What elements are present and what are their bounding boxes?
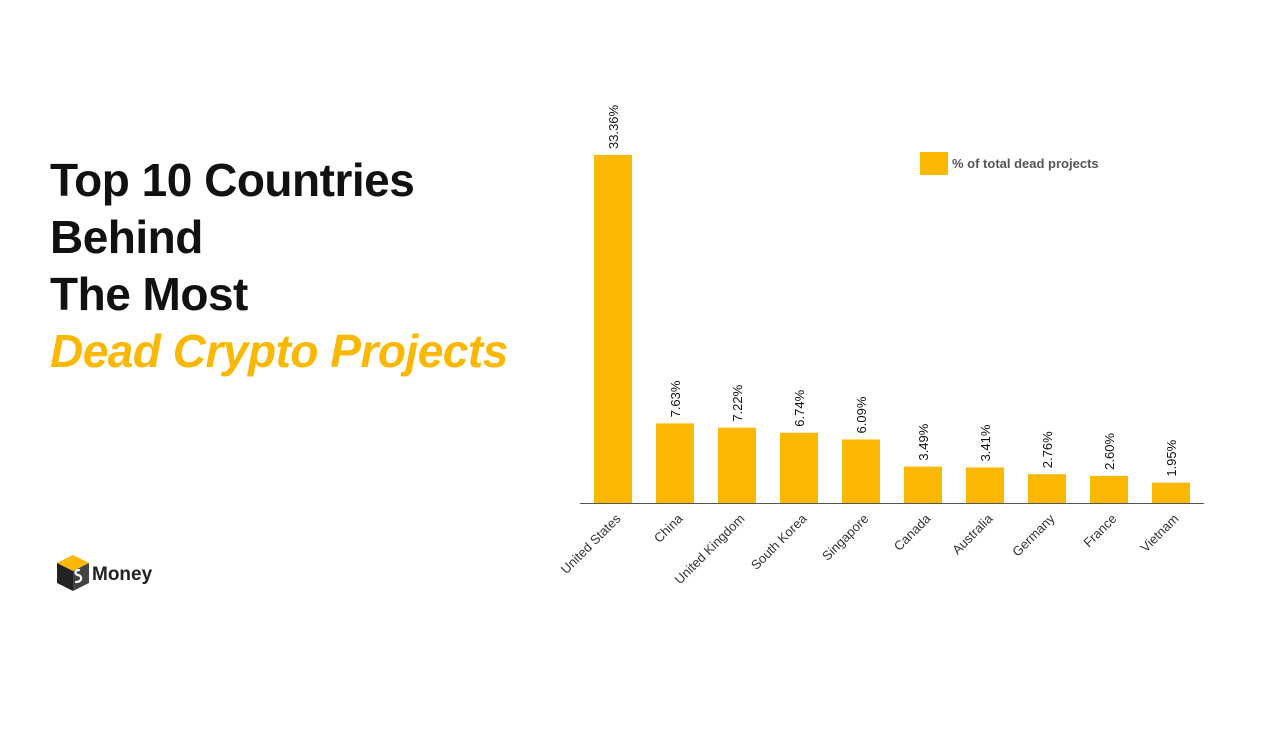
- data-label: 7.22%: [730, 384, 745, 421]
- bar-vietnam: [1152, 482, 1190, 503]
- x-tick-label: France: [1080, 511, 1119, 550]
- legend-label: % of total dead projects: [952, 156, 1099, 171]
- data-label: 2.60%: [1102, 433, 1117, 470]
- bar-canada: [904, 466, 942, 503]
- data-label: 2.76%: [1040, 431, 1055, 468]
- title-line-1: Top 10 Countries: [50, 154, 415, 206]
- bar-france: [1090, 475, 1128, 503]
- bar-australia: [966, 467, 1004, 503]
- x-tick-label: Vietnam: [1137, 511, 1181, 555]
- x-tick-label: Germany: [1009, 511, 1058, 560]
- data-label: 1.95%: [1164, 439, 1179, 476]
- title-line-3: The Most: [50, 268, 248, 320]
- bar-germany: [1028, 474, 1066, 503]
- data-label: 6.09%: [854, 396, 869, 433]
- data-label: 3.41%: [978, 424, 993, 461]
- x-tick-label: Singapore: [819, 511, 872, 564]
- bar-singapore: [842, 439, 880, 503]
- bar-united-kingdom: [718, 427, 756, 503]
- title-line-4: Dead Crypto Projects: [50, 325, 508, 377]
- bar-south-korea: [780, 432, 818, 503]
- brand-logo: Money: [55, 553, 152, 593]
- title-line-2: Behind: [50, 211, 203, 263]
- x-tick-label: United States: [558, 511, 624, 577]
- x-tick-label: China: [651, 510, 686, 545]
- data-label: 6.74%: [792, 389, 807, 426]
- x-tick-label: South Korea: [748, 510, 810, 572]
- cube-s-logo-icon: [57, 555, 89, 591]
- data-label: 3.49%: [916, 423, 931, 460]
- x-tick-label: Australia: [949, 510, 996, 557]
- x-tick-label: Canada: [891, 510, 934, 553]
- legend: % of total dead projects: [920, 152, 1099, 175]
- bar-united-states: [594, 155, 632, 503]
- data-label: 7.63%: [668, 380, 683, 417]
- legend-swatch: [920, 152, 948, 175]
- logo-text: Money: [92, 564, 153, 585]
- chart-title: Top 10 Countries Behind The Most Dead Cr…: [50, 152, 508, 380]
- bar-china: [656, 423, 694, 503]
- data-label: 33.36%: [606, 104, 621, 149]
